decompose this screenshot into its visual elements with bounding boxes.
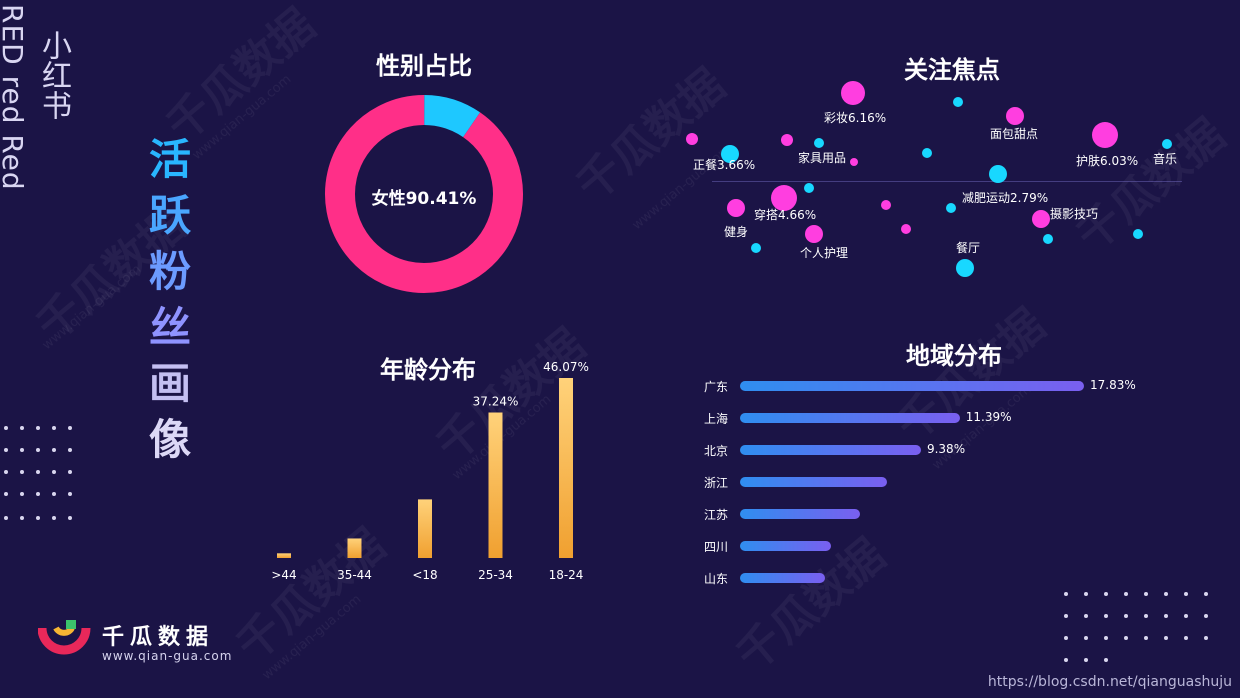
region-bar <box>740 509 860 519</box>
region-bar <box>740 573 825 583</box>
focus-bubble <box>901 224 911 234</box>
bubble-label: 餐厅 <box>956 241 981 255</box>
focus-bubble <box>1092 122 1118 148</box>
region-data-label: 11.39% <box>965 410 1012 424</box>
main-title-char: 丝 <box>148 303 191 352</box>
region-data-label: 9.38% <box>926 442 966 456</box>
region-data-label: 17.83% <box>1090 378 1136 392</box>
main-title-char: 像 <box>148 415 191 464</box>
bubble-label: 个人护理 <box>800 246 849 260</box>
focus-bubble <box>1162 139 1172 149</box>
region-label: 江苏 <box>704 508 729 522</box>
region-label: 山东 <box>704 572 729 586</box>
bubble-label: 彩妆6.16% <box>824 111 887 125</box>
focus-bubble <box>850 158 858 166</box>
main-title-char: 粉 <box>148 247 191 296</box>
focus-bubble <box>841 81 865 105</box>
age-chart-title: 年龄分布 <box>380 356 476 384</box>
focus-bubble <box>953 97 963 107</box>
focus-chart-title: 关注焦点 <box>904 56 1000 84</box>
focus-bubble <box>771 185 797 211</box>
focus-bubble <box>989 165 1007 183</box>
region-bar <box>740 541 831 551</box>
footer-source-url: https://blog.csdn.net/qianguashuju <box>987 674 1232 690</box>
focus-bubble <box>805 225 823 243</box>
bubble-label: 减肥运动2.79% <box>962 191 1049 205</box>
age-bar <box>277 553 291 558</box>
focus-bubble <box>721 145 739 163</box>
gender-chart-title: 性别占比 <box>376 52 472 80</box>
age-tick-label: >44 <box>271 568 296 582</box>
region-label: 浙江 <box>704 476 729 490</box>
region-bar <box>740 381 1084 391</box>
age-data-label: 46.07% <box>543 360 589 374</box>
region-label: 广东 <box>704 380 729 394</box>
logo-mark-icon <box>37 620 91 655</box>
focus-bubble <box>956 259 974 277</box>
bubble-label: 音乐 <box>1153 152 1178 166</box>
focus-bubble <box>686 133 698 145</box>
focus-bubble <box>1032 210 1050 228</box>
region-bar <box>740 445 921 455</box>
bubble-label: 护肤6.03% <box>1076 154 1139 168</box>
age-tick-label: 25-34 <box>478 568 513 582</box>
bubble-label: 面包甜点 <box>990 127 1039 141</box>
region-bar <box>740 413 960 423</box>
main-title-char: 跃 <box>148 191 191 240</box>
region-chart-title: 地域分布 <box>906 342 1002 370</box>
focus-bubble <box>781 134 793 146</box>
focus-bubble <box>922 148 932 158</box>
age-tick-label: 35-44 <box>337 568 372 582</box>
region-label: 四川 <box>704 540 729 554</box>
bubble-label: 摄影技巧 <box>1050 207 1099 221</box>
bubble-label: 家具用品 <box>798 151 847 165</box>
focus-bubble <box>1043 234 1053 244</box>
age-tick-label: 18-24 <box>549 568 584 582</box>
age-bar <box>347 538 362 558</box>
qiangua-logo <box>37 620 92 668</box>
focus-bubble <box>946 203 956 213</box>
age-bar-chart: >44 35-44 <18 25-34 37.24% 18-24 46.07% <box>271 360 589 582</box>
focus-bubble <box>1006 107 1024 125</box>
bubble-label: 正餐3.66% <box>693 158 756 172</box>
focus-bubble <box>1133 229 1143 239</box>
bubble-label: 穿搭4.66% <box>754 208 817 222</box>
focus-bubble <box>751 243 761 253</box>
focus-divider-line <box>712 181 1182 182</box>
age-data-label: 37.24% <box>473 394 519 408</box>
gender-center-label: 女性90.41% <box>372 188 477 209</box>
brand-english-name: RED red Red <box>0 4 29 191</box>
region-bar <box>740 477 887 487</box>
logo-name: 千瓜数据 <box>102 625 215 650</box>
main-title-char: 活 <box>148 135 191 184</box>
age-bar <box>559 378 573 558</box>
logo-url: www.qian-gua.com <box>102 649 233 663</box>
focus-bubble <box>881 200 891 210</box>
focus-bubble <box>804 183 814 193</box>
age-bar <box>418 499 432 558</box>
pie-slice-female <box>325 95 523 293</box>
age-tick-label: <18 <box>412 568 437 582</box>
focus-bubble-chart <box>686 81 1172 277</box>
focus-bubble <box>727 199 745 217</box>
main-title: 活 跃 粉 丝 画 像 <box>140 132 200 468</box>
brand-chinese-name: 小红书 <box>36 30 71 120</box>
age-bar <box>488 412 503 558</box>
bubble-label: 健身 <box>724 225 749 239</box>
region-label: 北京 <box>704 444 729 458</box>
gender-donut-chart: 女性90.41% <box>325 95 523 293</box>
focus-bubble <box>814 138 824 148</box>
main-title-char: 画 <box>148 359 191 408</box>
region-label: 上海 <box>704 412 729 426</box>
